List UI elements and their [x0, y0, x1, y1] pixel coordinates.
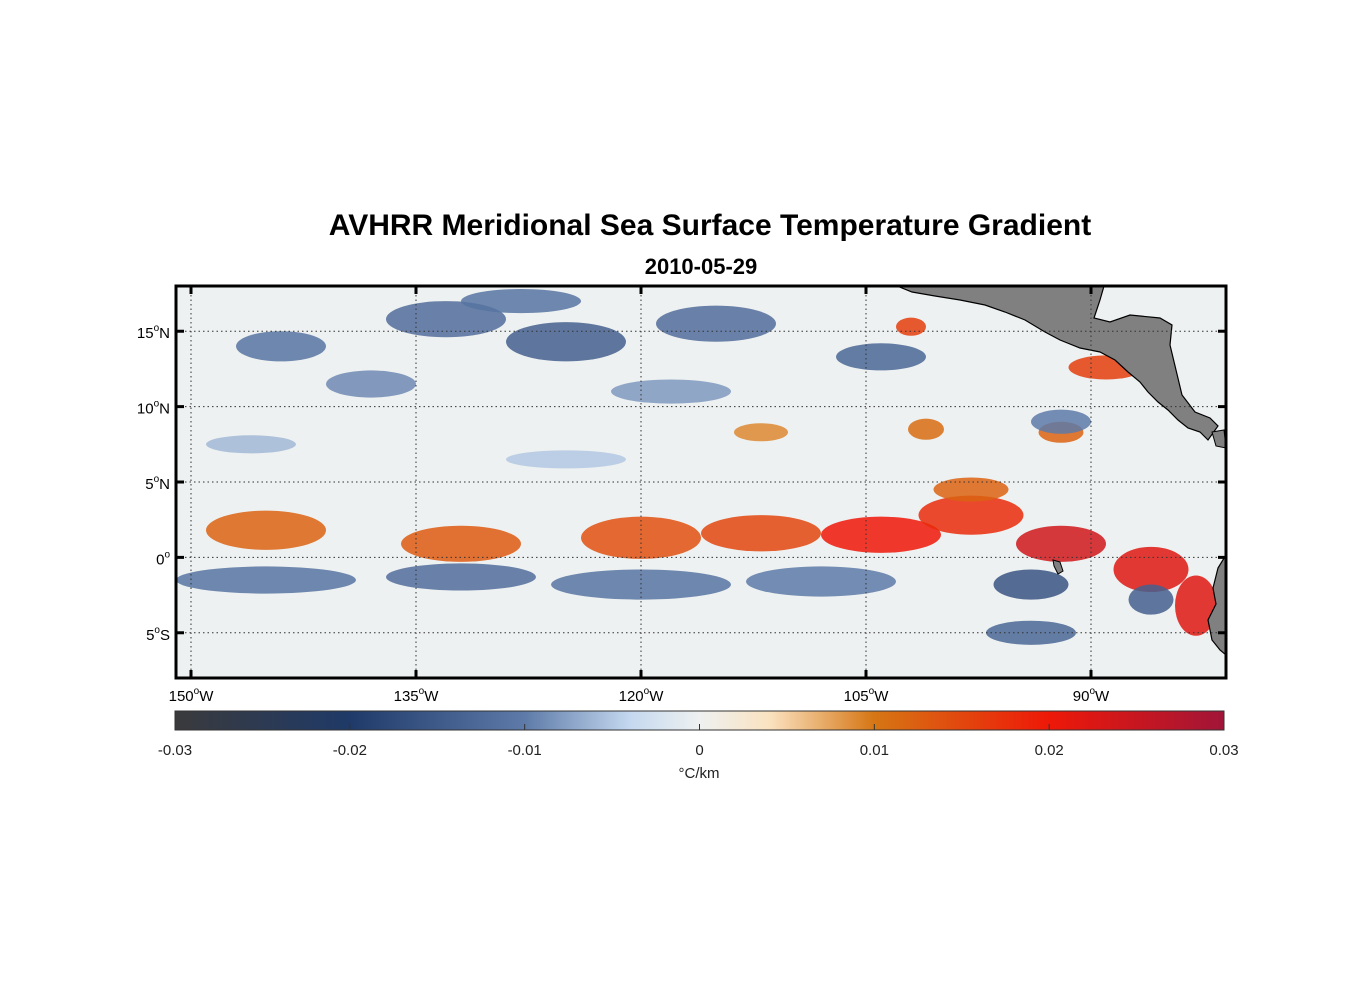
gradient-feature — [326, 370, 416, 398]
chart-title: AVHRR Meridional Sea Surface Temperature… — [329, 209, 1091, 242]
gradient-feature — [401, 525, 521, 562]
map-plot — [176, 286, 1226, 678]
gradient-feature — [506, 322, 626, 362]
gradient-feature — [1113, 546, 1189, 593]
gradient-feature — [1016, 525, 1106, 562]
landmass — [896, 286, 1226, 656]
x-tick-label: 90oW — [1073, 686, 1110, 705]
gradient-feature — [386, 301, 506, 338]
gradient-feature — [506, 450, 626, 469]
x-tick-label: 120oW — [619, 686, 665, 705]
gradient-feature — [836, 343, 926, 371]
gradient-feature — [611, 379, 731, 404]
y-tick-label: 10oN — [137, 399, 170, 418]
gradient-feature — [206, 435, 296, 454]
gradient-feature — [1175, 575, 1217, 636]
gradient-feature — [734, 423, 788, 442]
x-tick-label: 150oW — [169, 686, 215, 705]
y-tick-label: 0o — [156, 549, 170, 568]
gradient-feature — [918, 495, 1024, 535]
colorbar-tick-label: -0.02 — [333, 742, 367, 759]
x-tick-label: 135oW — [394, 686, 440, 705]
gradient-feature — [386, 563, 536, 591]
gradient-feature — [461, 289, 581, 314]
gradient-feature — [236, 331, 326, 362]
gradient-field — [176, 289, 1217, 645]
colorbar-tick-label: -0.01 — [508, 742, 542, 759]
colorbar-tick-label: 0.03 — [1209, 742, 1238, 759]
gradient-feature — [908, 418, 944, 440]
gradient-feature — [206, 510, 326, 550]
gradient-feature — [551, 569, 731, 600]
colorbar-ticks: -0.03 -0.02 -0.01 0 0.01 0.02 0.03 — [158, 724, 1239, 759]
colorbar-tick-label: 0.02 — [1035, 742, 1064, 759]
gradient-feature — [656, 305, 776, 342]
galapagos-island — [1052, 559, 1064, 575]
gradient-feature — [746, 566, 896, 597]
colorbar-tick-label: -0.03 — [158, 742, 192, 759]
map-background — [176, 286, 1226, 678]
colorbar-tick-label: 0 — [695, 742, 703, 759]
south-america-land — [1207, 553, 1226, 656]
y-tick-label: 15oN — [137, 323, 170, 342]
y-axis: 15oN 10oN 5oN 0o 5oS — [137, 323, 1226, 644]
x-axis: 150oW 135oW 120oW 105oW 90oW — [169, 286, 1110, 705]
gradient-feature — [176, 566, 356, 594]
gradient-feature — [896, 317, 926, 336]
colorbar-label: °C/km — [679, 765, 720, 782]
y-tick-label: 5oN — [145, 474, 170, 493]
colorbar-tick-label: 0.01 — [860, 742, 889, 759]
gradient-feature — [1128, 584, 1174, 615]
gradient-feature — [993, 569, 1069, 600]
gradient-feature — [933, 477, 1009, 502]
central-america-land — [896, 286, 1219, 441]
x-tick-label: 105oW — [844, 686, 890, 705]
gradient-feature — [821, 516, 941, 553]
chart-subtitle: 2010-05-29 — [645, 254, 758, 279]
y-tick-label: 5oS — [146, 625, 170, 644]
gradient-feature — [701, 515, 821, 552]
colorbar: -0.03 -0.02 -0.01 0 0.01 0.02 0.03 °C/km — [158, 710, 1239, 782]
gradient-feature — [1031, 409, 1091, 434]
coast-island — [1211, 429, 1226, 449]
gradient-feature — [581, 516, 701, 559]
